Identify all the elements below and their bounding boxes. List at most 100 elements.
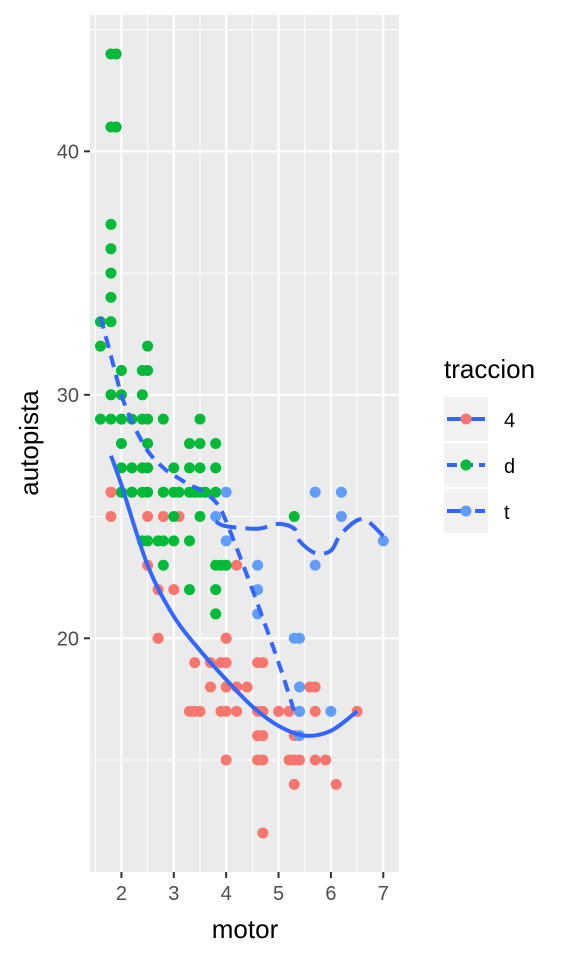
data-point-t [210,511,222,523]
data-point-d [142,486,154,498]
data-point-4 [204,681,216,693]
data-point-4 [241,681,253,693]
data-point-d [157,486,169,498]
data-point-d [115,462,127,474]
data-point-d [157,535,169,547]
data-point-t [220,486,232,498]
data-point-d [115,364,127,376]
data-point-d [142,438,154,449]
y-tick-label: 20 [57,628,79,650]
data-point-d [126,462,138,474]
data-point-d [110,121,122,133]
data-point-4 [105,511,117,523]
data-point-d [210,486,222,498]
data-point-d [173,486,185,498]
data-point-4 [231,559,243,571]
legend-label-4: 4 [504,410,515,432]
x-tick-label: 3 [168,883,179,905]
smooth-curves [98,316,385,738]
data-point-4 [157,511,169,523]
data-point-4 [220,657,232,669]
data-point-t [293,681,305,693]
data-point-d [184,438,196,449]
data-point-4 [142,511,154,523]
smooth-curve-d [98,316,297,712]
legend-point-d [460,459,472,471]
data-point-t [335,511,347,523]
data-point-d [115,438,127,449]
data-point-d [210,462,222,474]
data-point-4 [293,754,305,766]
data-point-4 [105,486,117,498]
x-tick-label: 5 [273,883,284,905]
data-point-d [105,389,117,401]
data-point-t [293,705,305,717]
data-point-d [142,462,154,474]
legend: traccion 4 d t [444,354,535,533]
data-point-d [194,462,206,474]
legend-point-t [460,505,472,517]
data-point-4 [330,778,342,790]
smooth-curve-t [214,516,385,556]
data-point-d [168,462,180,474]
y-axis: 20 30 40 [57,141,90,650]
data-point-4 [168,584,180,596]
data-point-d [105,218,117,230]
data-point-t [252,559,264,571]
data-point-4 [273,705,285,717]
y-axis-label: autopista [14,390,44,496]
legend-label-t: t [504,502,510,524]
x-axis: 2 3 4 5 6 7 [116,872,389,905]
data-point-t [325,705,337,717]
smooth-curve-4 [109,454,359,738]
data-point-4 [220,705,232,717]
data-point-4 [189,657,201,669]
data-point-d [194,511,206,523]
data-point-4 [257,754,269,766]
data-point-d [110,48,122,60]
data-point-d [157,559,169,571]
x-tick-label: 7 [378,883,389,905]
data-point-d [105,243,117,255]
data-point-t [293,632,305,644]
x-axis-label: motor [212,914,279,944]
data-point-d [142,340,154,352]
data-point-d [194,413,206,425]
data-point-4 [152,632,164,644]
data-point-d [168,535,180,547]
data-point-d [157,413,169,425]
data-point-d [94,413,106,425]
data-point-4 [231,705,243,717]
data-point-4 [320,754,332,766]
data-point-d [105,291,117,303]
data-point-4 [257,827,269,839]
y-tick-label: 30 [57,385,79,407]
data-point-4 [194,705,206,717]
data-point-d [210,584,222,596]
data-point-4 [220,632,232,644]
data-point-4 [257,730,269,742]
data-point-4 [309,705,321,717]
data-point-d [136,389,148,401]
data-point-4 [220,754,232,766]
data-point-d [115,413,127,425]
data-point-t [377,535,389,547]
data-point-4 [304,681,316,693]
data-point-d [168,511,180,523]
data-point-d [194,438,206,449]
data-point-d [105,413,117,425]
x-tick-label: 4 [221,883,232,905]
data-point-4 [257,657,269,669]
data-point-d [142,413,154,425]
data-point-d [94,340,106,352]
data-point-d [184,462,196,474]
x-tick-label: 6 [325,883,336,905]
data-point-d [210,608,222,620]
data-point-d [105,316,117,328]
data-point-d [210,438,222,449]
data-point-d [142,535,154,547]
data-point-d [220,559,232,571]
data-point-d [184,584,196,596]
data-point-d [288,511,300,523]
data-point-t [220,535,232,547]
